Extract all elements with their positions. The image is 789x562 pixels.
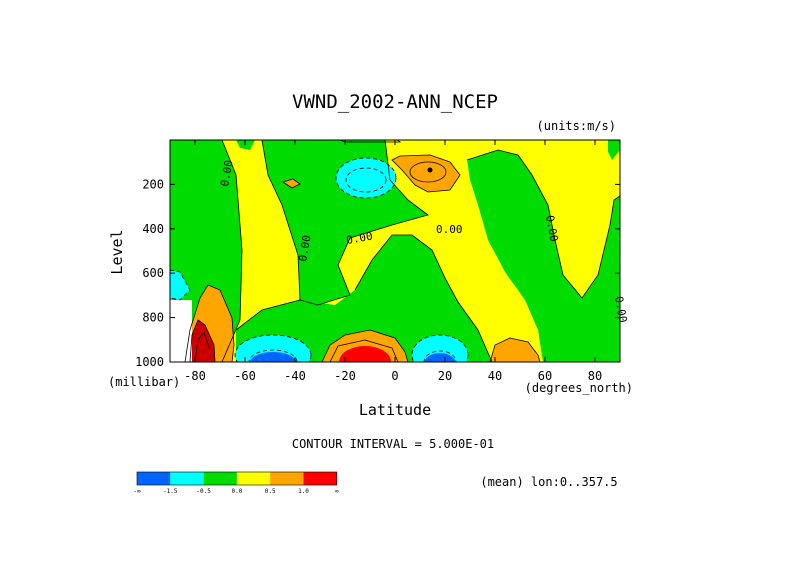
units-label: (units:m/s) (537, 119, 616, 133)
red-low-center (339, 346, 391, 362)
colorbar-swatch (137, 472, 171, 485)
x-tick-label: -40 (284, 369, 306, 383)
contour-label: 0.00 (345, 230, 373, 247)
chart-title: VWND_2002-ANN_NCEP (292, 91, 498, 113)
y-tick-label: 200 (142, 177, 164, 191)
max-marker (427, 167, 433, 173)
colorbar-swatch (270, 472, 304, 485)
contour-label: 0.00 (296, 234, 313, 262)
colorbar-label: -0.5 (196, 488, 211, 495)
x-tick-label: 40 (488, 369, 502, 383)
y-unit-label: (millibar) (108, 375, 180, 389)
contour-interval-label: CONTOUR INTERVAL = 5.000E-01 (292, 437, 494, 451)
contour-label: 0.00 (218, 159, 235, 187)
contour-labels: 0.00 0.00 0.00 0.00 0.00 0.00 (218, 159, 629, 323)
y-tick-label: 1000 (135, 355, 164, 369)
colorbar-swatch (303, 472, 337, 485)
contour-field (170, 140, 620, 362)
colorbar-swatch (170, 472, 204, 485)
colorbar-label: ∞ (335, 488, 339, 495)
negative-contours (170, 157, 469, 362)
green-region-lower (236, 235, 492, 362)
green-region-east (467, 150, 620, 362)
colorbar-label: -∞ (133, 488, 141, 495)
mean-label: (mean) lon:0..357.5 (480, 475, 617, 489)
y-axis: 200 400 600 800 1000 (135, 177, 620, 369)
colorbar-label: -1.5 (163, 488, 178, 495)
x-tick-label: 0 (391, 369, 398, 383)
colorbar-swatch (203, 472, 237, 485)
x-tick-label: 20 (438, 369, 452, 383)
y-tick-label: 800 (142, 311, 164, 325)
x-tick-label: -80 (184, 369, 206, 383)
contour-label: 0.00 (612, 295, 629, 323)
colorbar-swatch (236, 472, 271, 485)
x-tick-label: -20 (334, 369, 356, 383)
blue-low-left-cell (249, 352, 297, 362)
missing-data (170, 300, 192, 362)
contour-label: 0.00 (543, 214, 560, 242)
cyan-low-mid-cell (412, 335, 468, 362)
x-tick-label: -60 (234, 369, 256, 383)
y-axis-title: Level (108, 229, 126, 274)
y-tick-label: 400 (142, 222, 164, 236)
colorbar-frame (136, 471, 338, 486)
y-tick-label: 600 (142, 266, 164, 280)
green-region-nw-corner (608, 140, 620, 160)
colorbar-label: 0.0 (231, 488, 242, 495)
blue-low-mid-cell (424, 353, 456, 362)
cyan-west-edge (170, 270, 190, 300)
cyan-low-left-cell (235, 335, 311, 362)
colorbar: -∞ -1.5 -0.5 0.0 0.5 1.0 ∞ (133, 471, 339, 495)
orange-upper-cell (392, 155, 460, 192)
x-tick-label: 60 (538, 369, 552, 383)
x-axis-title: Latitude (359, 401, 431, 419)
orange-low-east (490, 338, 540, 362)
x-unit-label: (degrees_north) (525, 381, 633, 395)
x-tick-label: 80 (588, 369, 602, 383)
x-axis: -80 -60 -40 -20 0 20 40 60 80 (184, 140, 602, 383)
contour-lines (184, 140, 620, 362)
colorbar-label: 0.5 (265, 488, 276, 495)
colorbar-label: 1.0 (298, 488, 309, 495)
contour-label: 0.00 (436, 223, 463, 236)
